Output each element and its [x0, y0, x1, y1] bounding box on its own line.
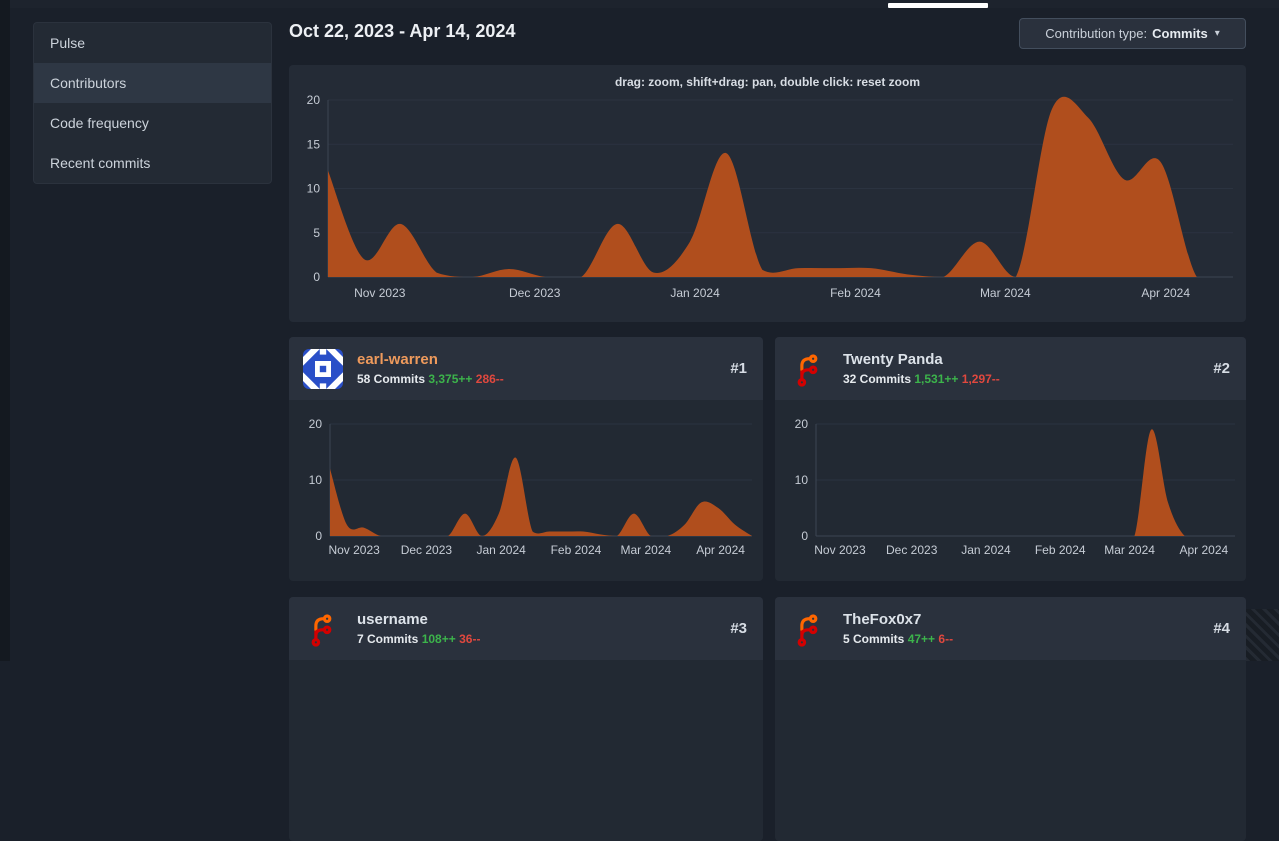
svg-text:20: 20 [795, 417, 809, 431]
svg-text:10: 10 [795, 473, 809, 487]
svg-text:10: 10 [309, 473, 323, 487]
rank-badge: #2 [1213, 360, 1230, 377]
deletions-count: 6-- [938, 632, 954, 646]
svg-text:10: 10 [307, 182, 321, 196]
sidebar-item-recent-commits[interactable]: Recent commits [50, 155, 151, 171]
svg-text:Apr 2024: Apr 2024 [1179, 543, 1228, 557]
contributor-card-1: earl-warren 58 Commits 3,375++ 286-- #1 … [289, 337, 763, 581]
sidebar-item-pulse[interactable]: Pulse [50, 35, 86, 51]
contribution-type-value: Commits [1152, 26, 1208, 41]
svg-text:15: 15 [307, 137, 321, 151]
active-tab-indicator [888, 3, 988, 8]
chart-zoom-hint: drag: zoom, shift+drag: pan, double clic… [614, 75, 921, 89]
commit-count: 7 Commits [357, 632, 419, 646]
forgejo-logo-icon [797, 353, 818, 387]
avatar[interactable] [789, 349, 829, 389]
svg-text:Dec 2023: Dec 2023 [401, 543, 453, 557]
blue-identicon-avatar [303, 348, 343, 389]
deletions-count: 286-- [475, 372, 504, 386]
contributor-name[interactable]: Twenty Panda [843, 351, 943, 368]
deletions-count: 1,297-- [961, 372, 1000, 386]
contributor-card-3-header: username 7 Commits 108++ 36-- #3 [289, 597, 763, 660]
svg-text:Nov 2023: Nov 2023 [328, 543, 380, 557]
date-range-title: Oct 22, 2023 - Apr 14, 2024 [289, 21, 516, 41]
svg-text:Jan 2024: Jan 2024 [961, 543, 1011, 557]
commit-count: 5 Commits [843, 632, 905, 646]
contributor-stats: 5 Commits 47++ 6-- [843, 631, 1213, 647]
svg-text:Apr 2024: Apr 2024 [696, 543, 745, 557]
contributor-card-1-header: earl-warren 58 Commits 3,375++ 286-- #1 [289, 337, 763, 400]
avatar[interactable] [789, 609, 829, 649]
svg-text:20: 20 [307, 93, 321, 107]
contributor-stats: 32 Commits 1,531++ 1,297-- [843, 371, 1213, 387]
contributor-2-chart: 0 10 20 Nov 2023 Dec 2023 Jan 2024 Feb 2024 Mar… [795, 417, 1235, 557]
additions-count: 47++ [907, 632, 936, 646]
svg-text:Feb 2024: Feb 2024 [1035, 543, 1086, 557]
contributor-card-3: username 7 Commits 108++ 36-- #3 [289, 597, 763, 841]
rank-badge: #4 [1213, 620, 1230, 637]
contributor-card-2-header: Twenty Panda 32 Commits 1,531++ 1,297-- … [775, 337, 1246, 400]
total-contributions-panel: drag: zoom, shift+drag: pan, double clic… [289, 65, 1246, 322]
commit-count: 32 Commits [843, 372, 912, 386]
contributor-name[interactable]: earl-warren [357, 351, 438, 368]
svg-text:Nov 2023: Nov 2023 [354, 286, 406, 300]
svg-text:Mar 2024: Mar 2024 [980, 286, 1031, 300]
svg-text:20: 20 [309, 417, 323, 431]
svg-text:Feb 2024: Feb 2024 [551, 543, 602, 557]
svg-text:0: 0 [801, 529, 808, 543]
sidebar-item-code-frequency[interactable]: Code frequency [50, 115, 149, 131]
svg-text:Dec 2023: Dec 2023 [886, 543, 938, 557]
svg-text:Jan 2024: Jan 2024 [670, 286, 720, 300]
avatar[interactable] [303, 348, 343, 389]
additions-count: 108++ [421, 632, 456, 646]
rank-badge: #1 [730, 360, 747, 377]
svg-text:Mar 2024: Mar 2024 [620, 543, 671, 557]
contribution-type-dropdown[interactable]: Contribution type: Commits ▾ [1019, 18, 1246, 49]
additions-count: 1,531++ [914, 372, 959, 386]
contributor-1-chart: 0 10 20 Nov 2023 Dec 2023 Jan 2024 Feb 2024 Mar… [309, 417, 752, 557]
contribution-type-label: Contribution type: [1045, 26, 1148, 41]
chevron-down-icon: ▾ [1214, 28, 1220, 39]
top-nav-strip [10, 0, 1279, 8]
contributor-card-2: Twenty Panda 32 Commits 1,531++ 1,297-- … [775, 337, 1246, 581]
commit-count: 58 Commits [357, 372, 426, 386]
svg-text:5: 5 [313, 226, 320, 240]
page-left-edge [0, 0, 10, 661]
rank-badge: #3 [730, 620, 747, 637]
forgejo-logo-icon [311, 613, 332, 647]
svg-text:Dec 2023: Dec 2023 [509, 286, 561, 300]
svg-text:0: 0 [313, 270, 320, 284]
additions-count: 3,375++ [428, 372, 473, 386]
activity-sidebar: Pulse Contributors Code frequency Recent… [33, 22, 272, 184]
deletions-count: 36-- [459, 632, 481, 646]
contributor-name[interactable]: TheFox0x7 [843, 611, 922, 628]
contributor-stats: 58 Commits 3,375++ 286-- [357, 371, 730, 387]
svg-text:Mar 2024: Mar 2024 [1104, 543, 1155, 557]
contributor-name[interactable]: username [357, 611, 428, 628]
svg-text:Jan 2024: Jan 2024 [476, 543, 526, 557]
forgejo-logo-icon [797, 613, 818, 647]
svg-text:Nov 2023: Nov 2023 [814, 543, 866, 557]
svg-text:Apr 2024: Apr 2024 [1141, 286, 1190, 300]
total-contributions-chart[interactable]: 0 5 10 15 20 Nov 2023 Dec 2023 Jan 2024 Feb 2024… [289, 90, 1246, 322]
contributor-card-4: TheFox0x7 5 Commits 47++ 6-- #4 [775, 597, 1246, 841]
avatar[interactable] [303, 609, 343, 649]
corner-resize-hatch [1246, 609, 1279, 661]
contributor-stats: 7 Commits 108++ 36-- [357, 631, 730, 647]
sidebar-item-contributors[interactable]: Contributors [34, 63, 271, 103]
svg-text:0: 0 [315, 529, 322, 543]
contributor-card-4-header: TheFox0x7 5 Commits 47++ 6-- #4 [775, 597, 1246, 660]
svg-text:Feb 2024: Feb 2024 [830, 286, 881, 300]
